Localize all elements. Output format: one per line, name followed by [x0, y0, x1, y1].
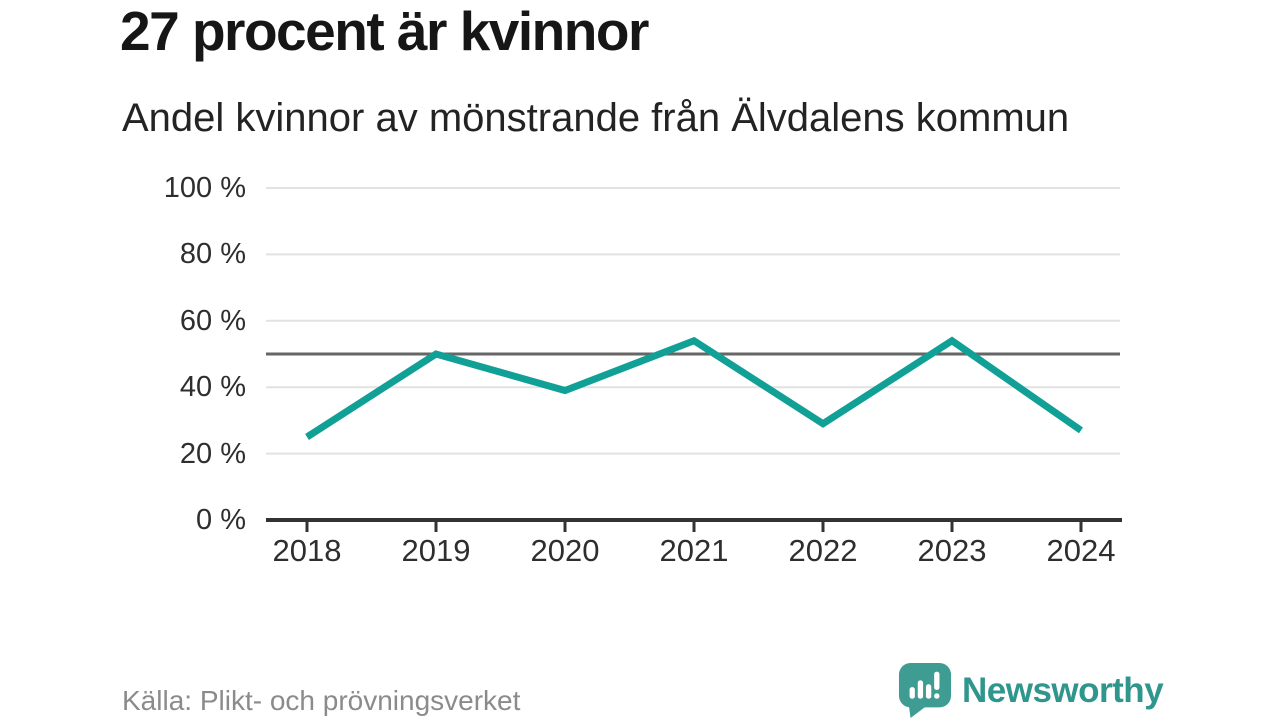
- x-axis-tick-label: 2024: [1046, 533, 1116, 568]
- y-axis-tick-label: 0 %: [196, 504, 246, 536]
- x-axis-tick-label: 2022: [788, 533, 858, 568]
- chart-title: 27 procent är kvinnor: [120, 0, 649, 62]
- y-axis-tick-label: 60 %: [179, 304, 246, 337]
- y-axis-tick-label: 40 %: [179, 371, 246, 404]
- y-axis-tick-label: 100 %: [163, 172, 246, 204]
- x-axis-tick-label: 2020: [530, 533, 600, 568]
- newsworthy-logo: Newsworthy: [898, 662, 1164, 719]
- y-axis-tick-label: 20 %: [179, 437, 246, 470]
- source-note: Källa: Plikt- och prövningsverket: [122, 685, 521, 716]
- x-axis-tick-label: 2019: [401, 533, 471, 568]
- x-axis-tick-label: 2023: [917, 533, 987, 568]
- speech-bubble-bar-chart-icon: [898, 663, 952, 718]
- x-axis-tick-label: 2018: [272, 533, 342, 568]
- newsworthy-logo-text: Newsworthy: [962, 670, 1164, 710]
- chart-subtitle: Andel kvinnor av mönstrande från Älvdale…: [122, 96, 1070, 140]
- x-axis-tick-label: 2021: [659, 533, 729, 568]
- y-axis-tick-label: 80 %: [179, 238, 246, 271]
